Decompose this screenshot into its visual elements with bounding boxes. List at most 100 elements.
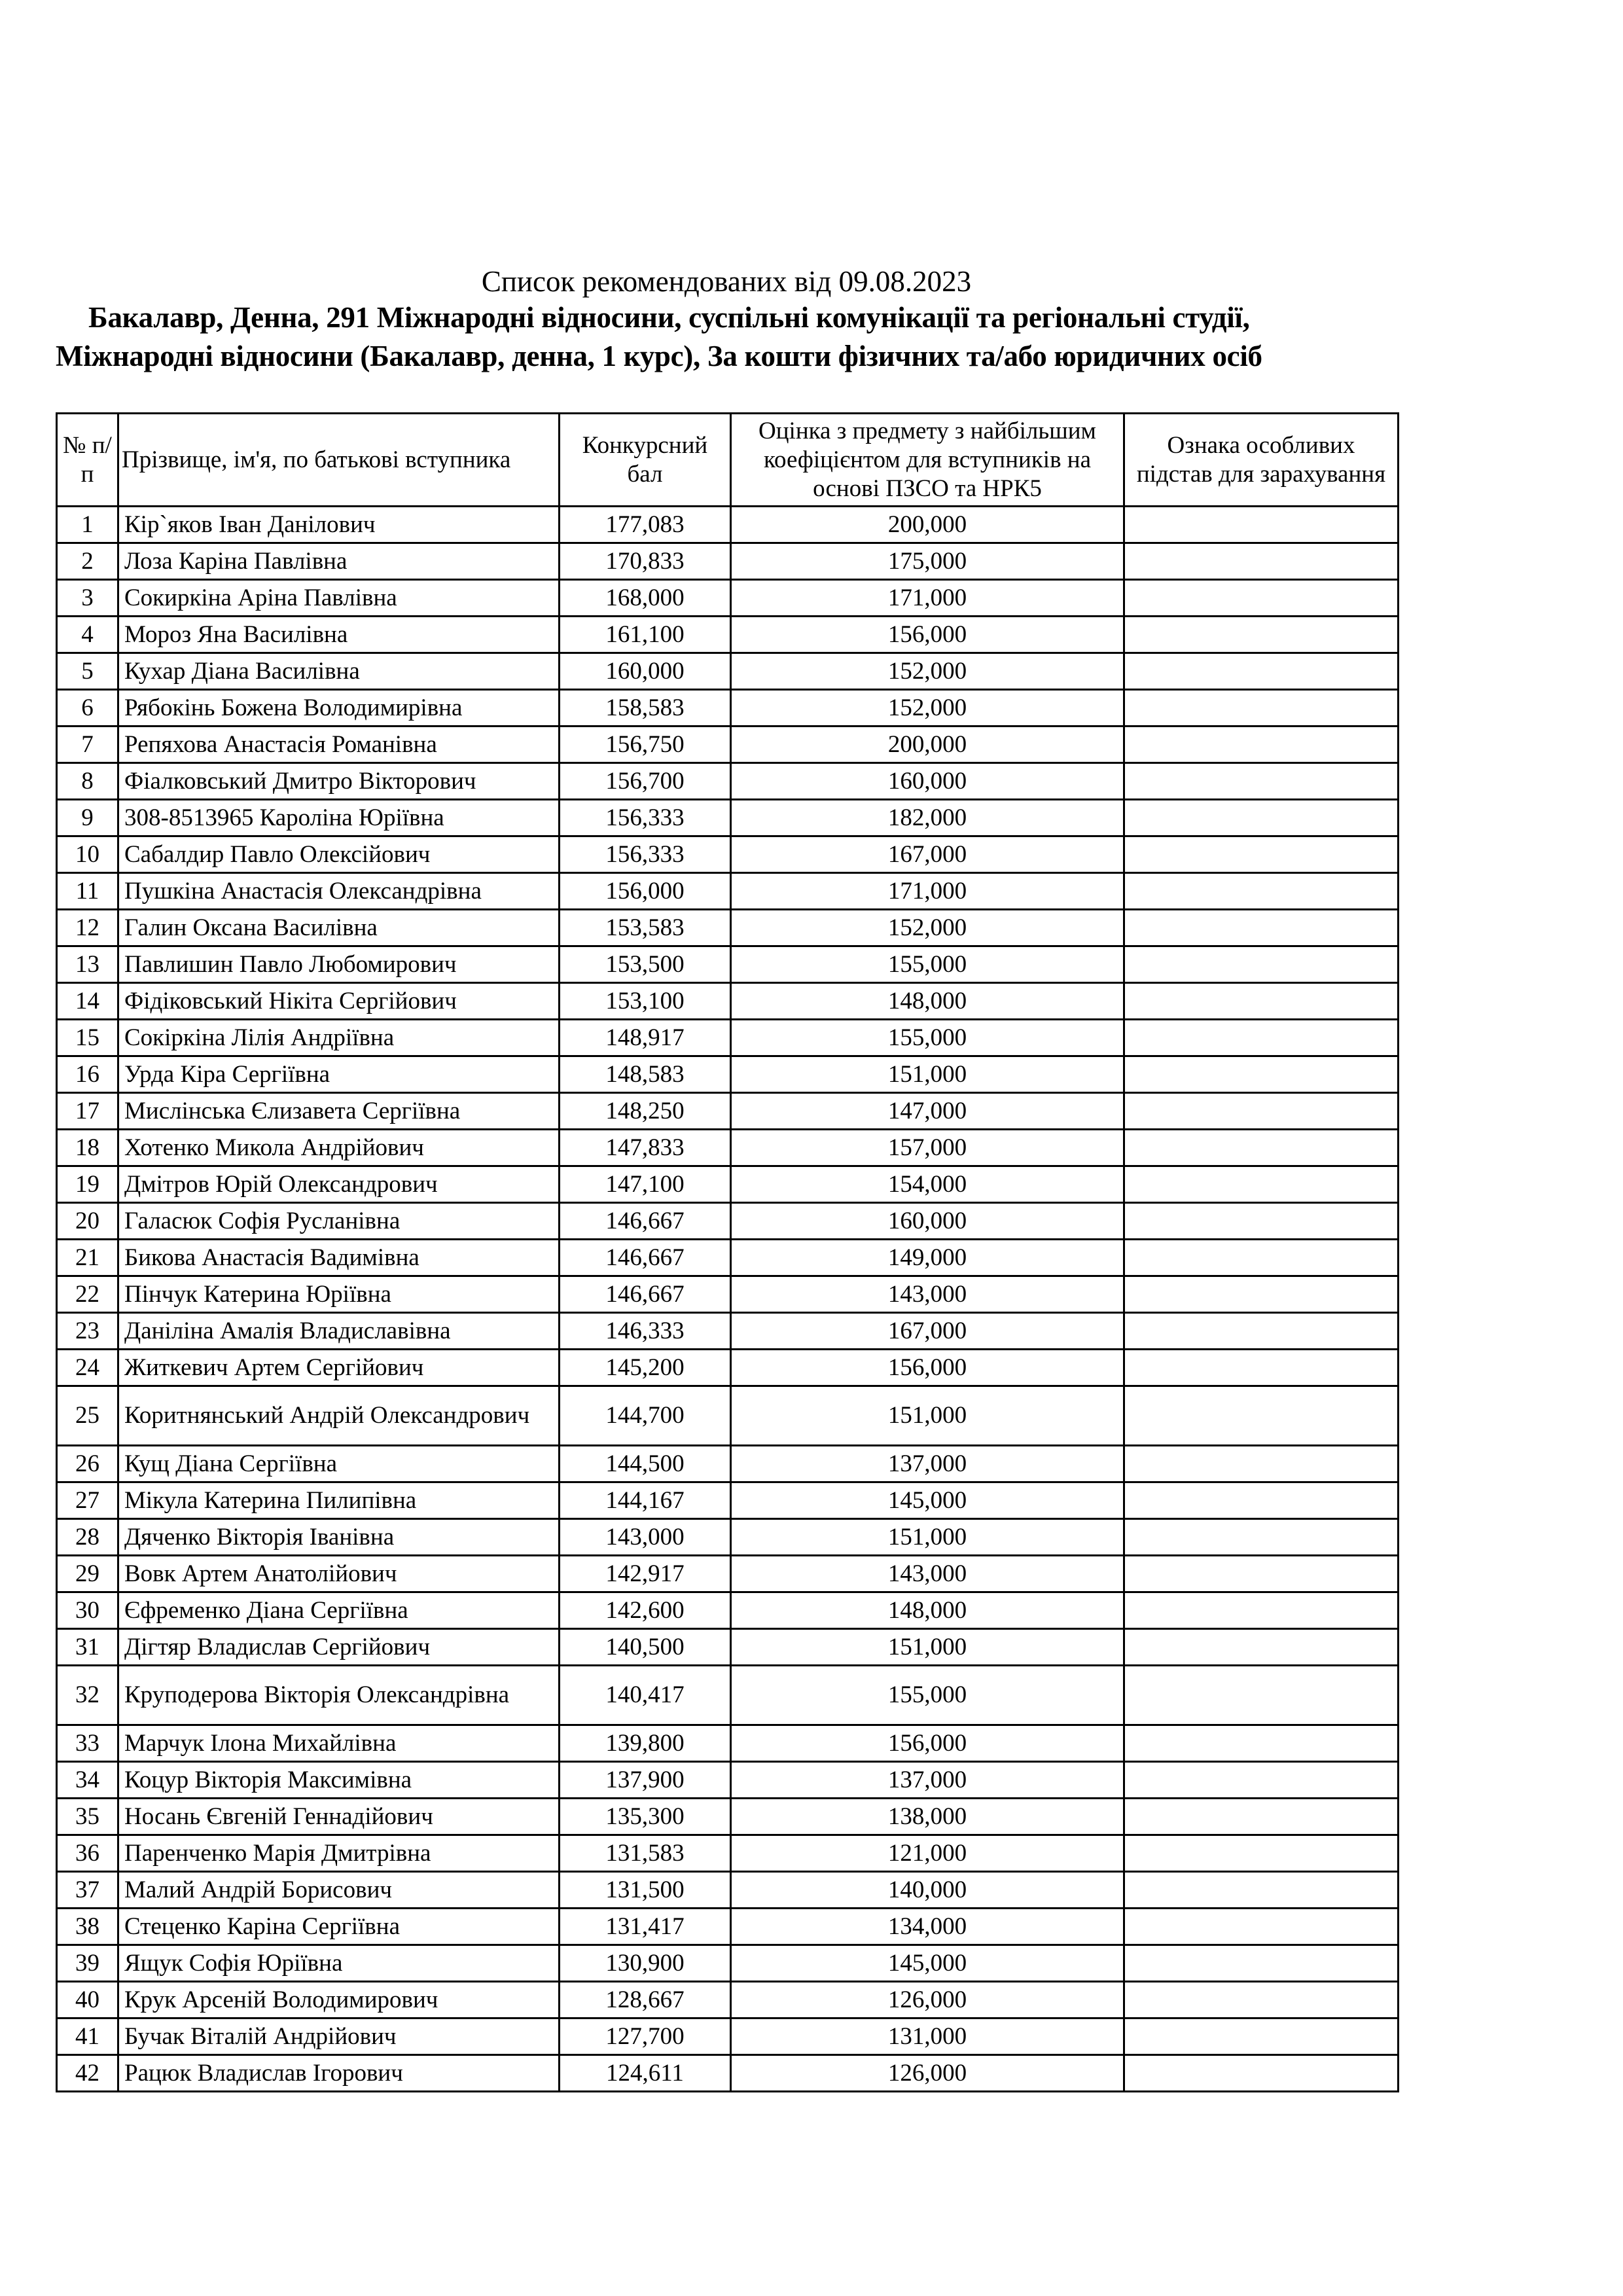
subject-grade: 175,000 bbox=[730, 542, 1125, 581]
special-grounds bbox=[1123, 1275, 1399, 1314]
subject-grade: 151,000 bbox=[730, 1518, 1125, 1556]
table-row: 17 Мислінська Єлизавета Сергіївна 148,250 1… bbox=[56, 1092, 1399, 1130]
table-row: 6 Рябокінь Божена Володимирівна 158,583 152… bbox=[56, 689, 1399, 727]
applicant-name: Сокіркіна Лілія Андріївна bbox=[117, 1018, 560, 1057]
table-row: 39 Ящук Софія Юріївна 130,900 145,000 bbox=[56, 1944, 1399, 1982]
table-row: 30 Єфременко Діана Сергіївна 142,600 148,00… bbox=[56, 1591, 1399, 1630]
competitive-score: 131,583 bbox=[558, 1834, 732, 1873]
competitive-score: 156,000 bbox=[558, 872, 732, 910]
table-row: 1 Кір`яков Іван Данілович 177,083 200,000 bbox=[56, 505, 1399, 544]
applicant-name: Хотенко Микола Андрійович bbox=[117, 1128, 560, 1167]
applicant-name: Сабалдир Павло Олексійович bbox=[117, 835, 560, 874]
header-name: Прізвище, ім'я, по батькові вступника bbox=[117, 412, 560, 507]
applicant-name: Кір`яков Іван Данілович bbox=[117, 505, 560, 544]
applicant-name: Сокиркіна Аріна Павлівна bbox=[117, 579, 560, 617]
row-number: 6 bbox=[56, 689, 119, 727]
competitive-score: 156,333 bbox=[558, 798, 732, 837]
table-row: 18 Хотенко Микола Андрійович 147,833 157,00… bbox=[56, 1128, 1399, 1167]
applicant-name: Єфременко Діана Сергіївна bbox=[117, 1591, 560, 1630]
competitive-score: 137,900 bbox=[558, 1761, 732, 1799]
competitive-score: 148,583 bbox=[558, 1055, 732, 1094]
subject-grade: 157,000 bbox=[730, 1128, 1125, 1167]
row-number: 22 bbox=[56, 1275, 119, 1314]
applicant-name: Фіалковський Дмитро Вікторович bbox=[117, 762, 560, 800]
subject-grade: 148,000 bbox=[730, 982, 1125, 1020]
row-number: 34 bbox=[56, 1761, 119, 1799]
competitive-score: 146,667 bbox=[558, 1202, 732, 1240]
row-number: 4 bbox=[56, 615, 119, 654]
table-row: 26 Кущ Діана Сергіївна 144,500 137,000 bbox=[56, 1444, 1399, 1483]
special-grounds bbox=[1123, 1664, 1399, 1726]
recommended-list-table: № п/п Прізвище, ім'я, по батькові вступн… bbox=[56, 412, 1399, 2092]
table-row: 8 Фіалковський Дмитро Вікторович 156,700 16… bbox=[56, 762, 1399, 800]
subject-grade: 160,000 bbox=[730, 1202, 1125, 1240]
subject-grade: 200,000 bbox=[730, 505, 1125, 544]
competitive-score: 128,667 bbox=[558, 1981, 732, 2019]
row-number: 25 bbox=[56, 1385, 119, 1446]
row-number: 35 bbox=[56, 1797, 119, 1836]
subject-grade: 152,000 bbox=[730, 652, 1125, 691]
competitive-score: 142,600 bbox=[558, 1591, 732, 1630]
special-grounds bbox=[1123, 1724, 1399, 1763]
applicant-name: Крук Арсеній Володимирович bbox=[117, 1981, 560, 2019]
table-row: 31 Дігтяр Владислав Сергійович 140,500 151,… bbox=[56, 1628, 1399, 1666]
special-grounds bbox=[1123, 1385, 1399, 1446]
row-number: 27 bbox=[56, 1481, 119, 1520]
special-grounds bbox=[1123, 1481, 1399, 1520]
subject-grade: 160,000 bbox=[730, 762, 1125, 800]
special-grounds bbox=[1123, 872, 1399, 910]
subject-grade: 149,000 bbox=[730, 1238, 1125, 1277]
special-grounds bbox=[1123, 725, 1399, 764]
table-row: 3 Сокиркіна Аріна Павлівна 168,000 171,000 bbox=[56, 579, 1399, 617]
competitive-score: 160,000 bbox=[558, 652, 732, 691]
row-number: 24 bbox=[56, 1348, 119, 1387]
special-grounds bbox=[1123, 1834, 1399, 1873]
table-row: 41 Бучак Віталій Андрійович 127,700 131,000 bbox=[56, 2017, 1399, 2056]
applicant-name: Мороз Яна Василівна bbox=[117, 615, 560, 654]
competitive-score: 161,100 bbox=[558, 615, 732, 654]
applicant-name: Круподерова Вікторія Олександрівна bbox=[117, 1664, 560, 1726]
subject-grade: 167,000 bbox=[730, 1312, 1125, 1350]
applicant-name: Мислінська Єлизавета Сергіївна bbox=[117, 1092, 560, 1130]
competitive-score: 148,917 bbox=[558, 1018, 732, 1057]
subject-grade: 143,000 bbox=[730, 1275, 1125, 1314]
subject-grade: 151,000 bbox=[730, 1055, 1125, 1094]
table-row: 9 308-8513965 Кароліна Юріївна 156,333 182,… bbox=[56, 798, 1399, 837]
table-row: 15 Сокіркіна Лілія Андріївна 148,917 155,00… bbox=[56, 1018, 1399, 1057]
special-grounds bbox=[1123, 1202, 1399, 1240]
competitive-score: 131,417 bbox=[558, 1907, 732, 1946]
competitive-score: 153,583 bbox=[558, 908, 732, 947]
competitive-score: 146,667 bbox=[558, 1238, 732, 1277]
table-row: 23 Даніліна Амалія Владиславівна 146,333 16… bbox=[56, 1312, 1399, 1350]
applicant-name: Дмітров Юрій Олександрович bbox=[117, 1165, 560, 1204]
applicant-name: 308-8513965 Кароліна Юріївна bbox=[117, 798, 560, 837]
special-grounds bbox=[1123, 615, 1399, 654]
special-grounds bbox=[1123, 2017, 1399, 2056]
row-number: 29 bbox=[56, 1554, 119, 1593]
row-number: 40 bbox=[56, 1981, 119, 2019]
applicant-name: Павлишин Павло Любомирович bbox=[117, 945, 560, 984]
subject-grade: 154,000 bbox=[730, 1165, 1125, 1204]
applicant-name: Ящук Софія Юріївна bbox=[117, 1944, 560, 1982]
special-grounds bbox=[1123, 798, 1399, 837]
row-number: 20 bbox=[56, 1202, 119, 1240]
row-number: 38 bbox=[56, 1907, 119, 1946]
applicant-name: Рябокінь Божена Володимирівна bbox=[117, 689, 560, 727]
row-number: 21 bbox=[56, 1238, 119, 1277]
row-number: 37 bbox=[56, 1871, 119, 1909]
special-grounds bbox=[1123, 762, 1399, 800]
row-number: 3 bbox=[56, 579, 119, 617]
applicant-name: Бикова Анастасія Вадимівна bbox=[117, 1238, 560, 1277]
applicant-name: Вовк Артем Анатолійович bbox=[117, 1554, 560, 1593]
subject-grade: 171,000 bbox=[730, 579, 1125, 617]
competitive-score: 144,167 bbox=[558, 1481, 732, 1520]
row-number: 11 bbox=[56, 872, 119, 910]
subject-grade: 140,000 bbox=[730, 1871, 1125, 1909]
table-row: 35 Носань Євгеній Геннадійович 135,300 138,… bbox=[56, 1797, 1399, 1836]
competitive-score: 168,000 bbox=[558, 579, 732, 617]
row-number: 33 bbox=[56, 1724, 119, 1763]
applicant-name: Марчук Ілона Михайлівна bbox=[117, 1724, 560, 1763]
competitive-score: 153,100 bbox=[558, 982, 732, 1020]
competitive-score: 147,833 bbox=[558, 1128, 732, 1167]
table-row: 24 Житкевич Артем Сергійович 145,200 156,00… bbox=[56, 1348, 1399, 1387]
